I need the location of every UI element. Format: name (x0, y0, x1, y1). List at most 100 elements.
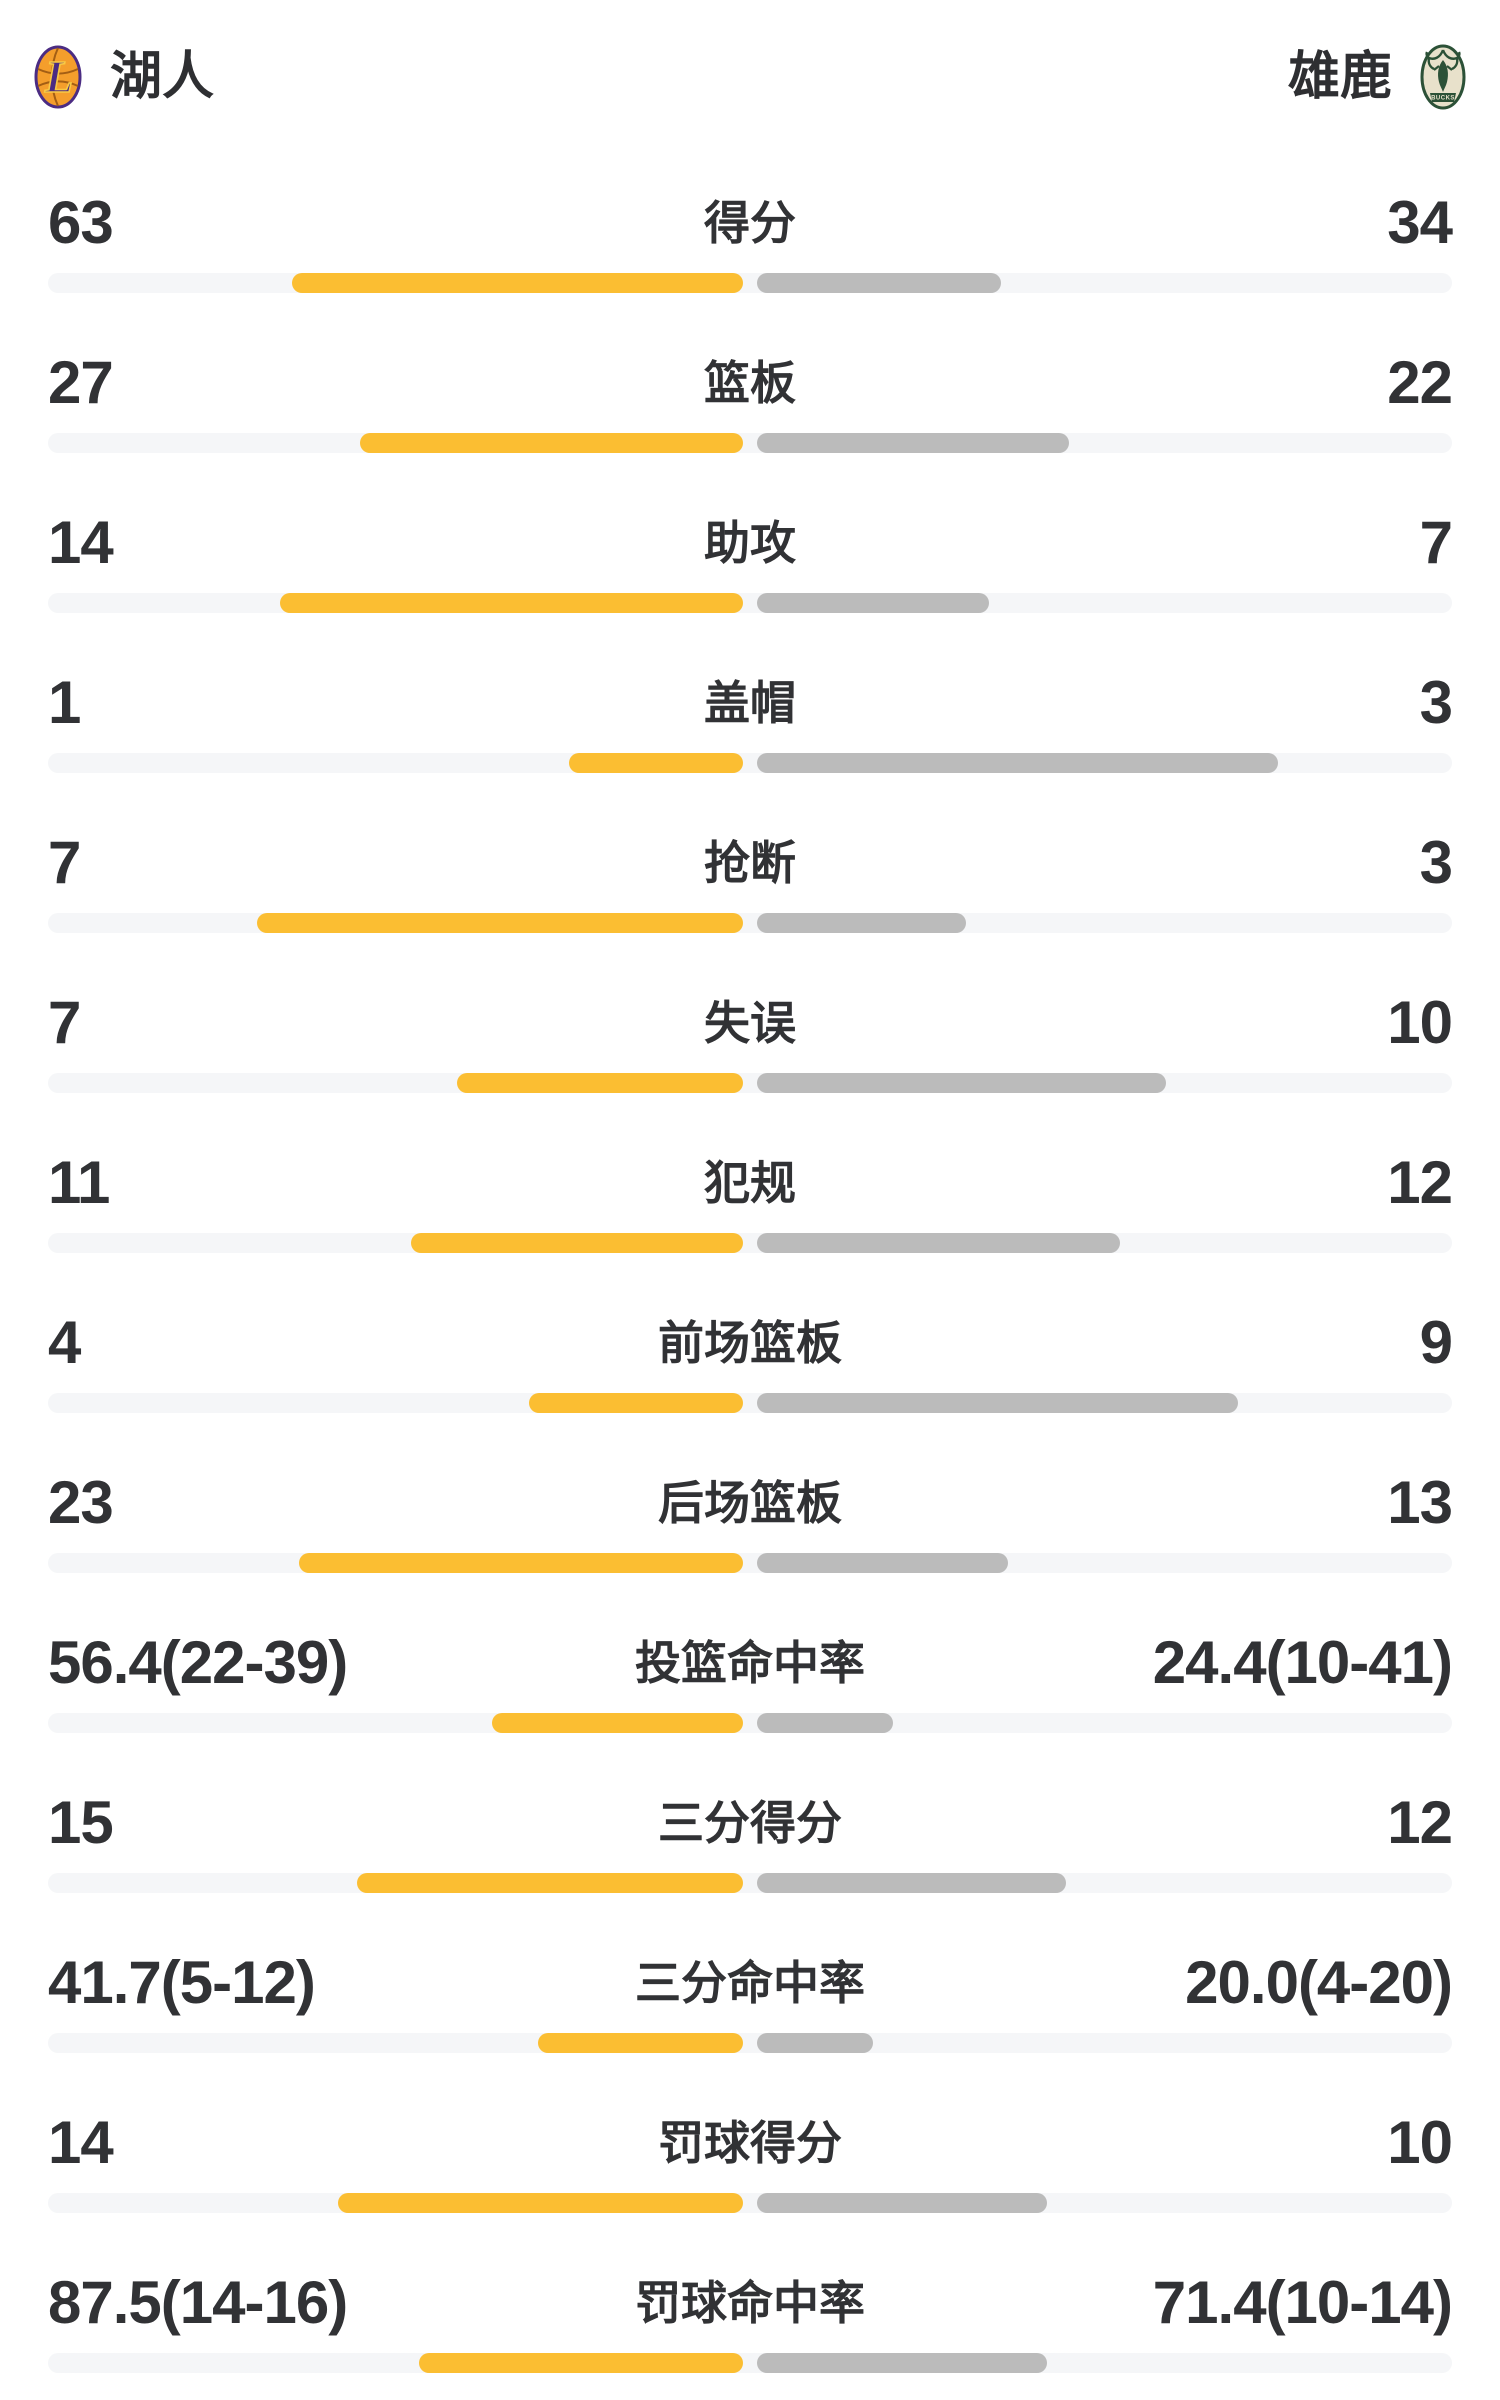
home-bar-fill (411, 1233, 743, 1253)
stat-label: 失误 (704, 997, 796, 1049)
away-bar-fill (757, 273, 1001, 293)
stat-row: 14 助攻 7 (48, 509, 1453, 613)
stat-row: 4 前场篮板 9 (48, 1309, 1453, 1413)
home-stat-value: 87.5(14-16) (48, 2269, 348, 2336)
stat-line: 7 抢断 3 (48, 829, 1453, 896)
home-bar-fill (457, 1073, 743, 1093)
home-stat-value: 23 (48, 1469, 114, 1536)
home-stat-value: 15 (48, 1789, 114, 1856)
home-stat-value: 27 (48, 349, 114, 416)
stat-row: 14 罚球得分 10 (48, 2109, 1453, 2213)
comparison-bar (48, 1073, 1452, 1093)
comparison-bar (48, 2193, 1452, 2213)
stat-label: 抢断 (704, 837, 796, 889)
away-bar-fill (757, 913, 966, 933)
stat-row: 27 篮板 22 (48, 349, 1453, 453)
away-bar-fill (757, 1393, 1238, 1413)
home-bar-fill (360, 433, 743, 453)
away-bar-fill (757, 2193, 1047, 2213)
stat-row: 63 得分 34 (48, 192, 1453, 293)
home-stat-value: 41.7(5-12) (48, 1949, 316, 2016)
comparison-bar (48, 753, 1452, 773)
away-stat-value: 24.4(10-41) (1152, 1629, 1453, 1696)
stat-label: 三分得分 (658, 1797, 842, 1849)
stat-line: 1 盖帽 3 (48, 669, 1453, 736)
home-team-name: 湖人 (110, 48, 215, 106)
away-bar-fill (757, 1873, 1066, 1893)
home-bar-fill (257, 913, 743, 933)
away-bar-fill (757, 593, 989, 613)
away-bar-fill (757, 2033, 873, 2053)
stat-line: 4 前场篮板 9 (48, 1309, 1453, 1376)
home-bar-fill (357, 1873, 743, 1893)
home-stat-value: 14 (48, 509, 114, 576)
stat-label: 三分命中率 (635, 1957, 865, 2009)
home-bar-fill (492, 1713, 743, 1733)
comparison-bar (48, 273, 1452, 293)
bar-track (48, 1393, 1452, 1413)
away-bar-fill (757, 433, 1069, 453)
home-bar-fill (538, 2033, 743, 2053)
stat-label: 犯规 (704, 1157, 796, 1209)
away-stat-value: 20.0(4-20) (1185, 1949, 1453, 2016)
away-bar-fill (757, 1713, 893, 1733)
stat-label: 后场篮板 (658, 1477, 842, 1529)
team-header: L 湖人 雄鹿 BUCKS (0, 0, 1500, 110)
away-bar-fill (757, 1553, 1008, 1573)
away-stat-value: 3 (1419, 829, 1453, 896)
away-stat-value: 13 (1387, 1469, 1453, 1536)
home-team: L 湖人 (34, 45, 214, 109)
stat-row: 41.7(5-12) 三分命中率 20.0(4-20) (48, 1949, 1453, 2053)
home-bar-fill (280, 593, 743, 613)
stat-label: 篮板 (704, 357, 796, 409)
stat-row: 1 盖帽 3 (48, 669, 1453, 773)
comparison-bar (48, 1393, 1452, 1413)
bar-track (48, 1233, 1452, 1253)
stat-line: 23 后场篮板 13 (48, 1469, 1453, 1536)
stat-label: 罚球得分 (658, 2117, 842, 2169)
stats-list: 63 得分 34 27 篮板 22 14 助攻 7 (0, 192, 1500, 2373)
away-stat-value: 3 (1419, 669, 1453, 736)
away-stat-value: 10 (1387, 989, 1453, 1056)
stat-row: 23 后场篮板 13 (48, 1469, 1453, 1573)
bar-track (48, 1073, 1452, 1093)
away-stat-value: 12 (1387, 1149, 1453, 1216)
comparison-bar (48, 2033, 1452, 2053)
away-stat-value: 10 (1387, 2109, 1453, 2176)
stat-row: 56.4(22-39) 投篮命中率 24.4(10-41) (48, 1629, 1453, 1733)
comparison-bar (48, 1873, 1452, 1893)
comparison-bar (48, 593, 1452, 613)
home-bar-fill (338, 2193, 743, 2213)
bar-track (48, 593, 1452, 613)
away-team-name: 雄鹿 (1287, 48, 1392, 106)
home-stat-value: 4 (48, 1309, 81, 1376)
stat-label: 助攻 (704, 517, 796, 569)
away-team: 雄鹿 BUCKS (1288, 44, 1466, 110)
home-stat-value: 11 (48, 1149, 110, 1216)
bar-track (48, 273, 1452, 293)
comparison-bar (48, 2353, 1452, 2373)
stat-row: 7 抢断 3 (48, 829, 1453, 933)
stat-line: 15 三分得分 12 (48, 1789, 1453, 1856)
stat-label: 前场篮板 (658, 1317, 842, 1369)
lakers-logo-letter: L (44, 51, 73, 102)
home-stat-value: 1 (48, 669, 81, 736)
home-stat-value: 7 (48, 989, 81, 1056)
home-stat-value: 7 (48, 829, 81, 896)
stat-line: 27 篮板 22 (48, 349, 1453, 416)
stat-line: 87.5(14-16) 罚球命中率 71.4(10-14) (48, 2269, 1453, 2336)
bar-track (48, 2353, 1452, 2373)
comparison-bar (48, 433, 1452, 453)
home-bar-fill (292, 273, 743, 293)
bar-track (48, 1713, 1452, 1733)
home-stat-value: 56.4(22-39) (48, 1629, 348, 1696)
bar-track (48, 1873, 1452, 1893)
home-bar-fill (529, 1393, 743, 1413)
away-stat-value: 12 (1387, 1789, 1453, 1856)
stat-row: 7 失误 10 (48, 989, 1453, 1093)
comparison-bar (48, 1233, 1452, 1253)
away-bar-fill (757, 1233, 1120, 1253)
bar-track (48, 1553, 1452, 1573)
stat-line: 7 失误 10 (48, 989, 1453, 1056)
lakers-logo-icon: L (34, 45, 82, 109)
